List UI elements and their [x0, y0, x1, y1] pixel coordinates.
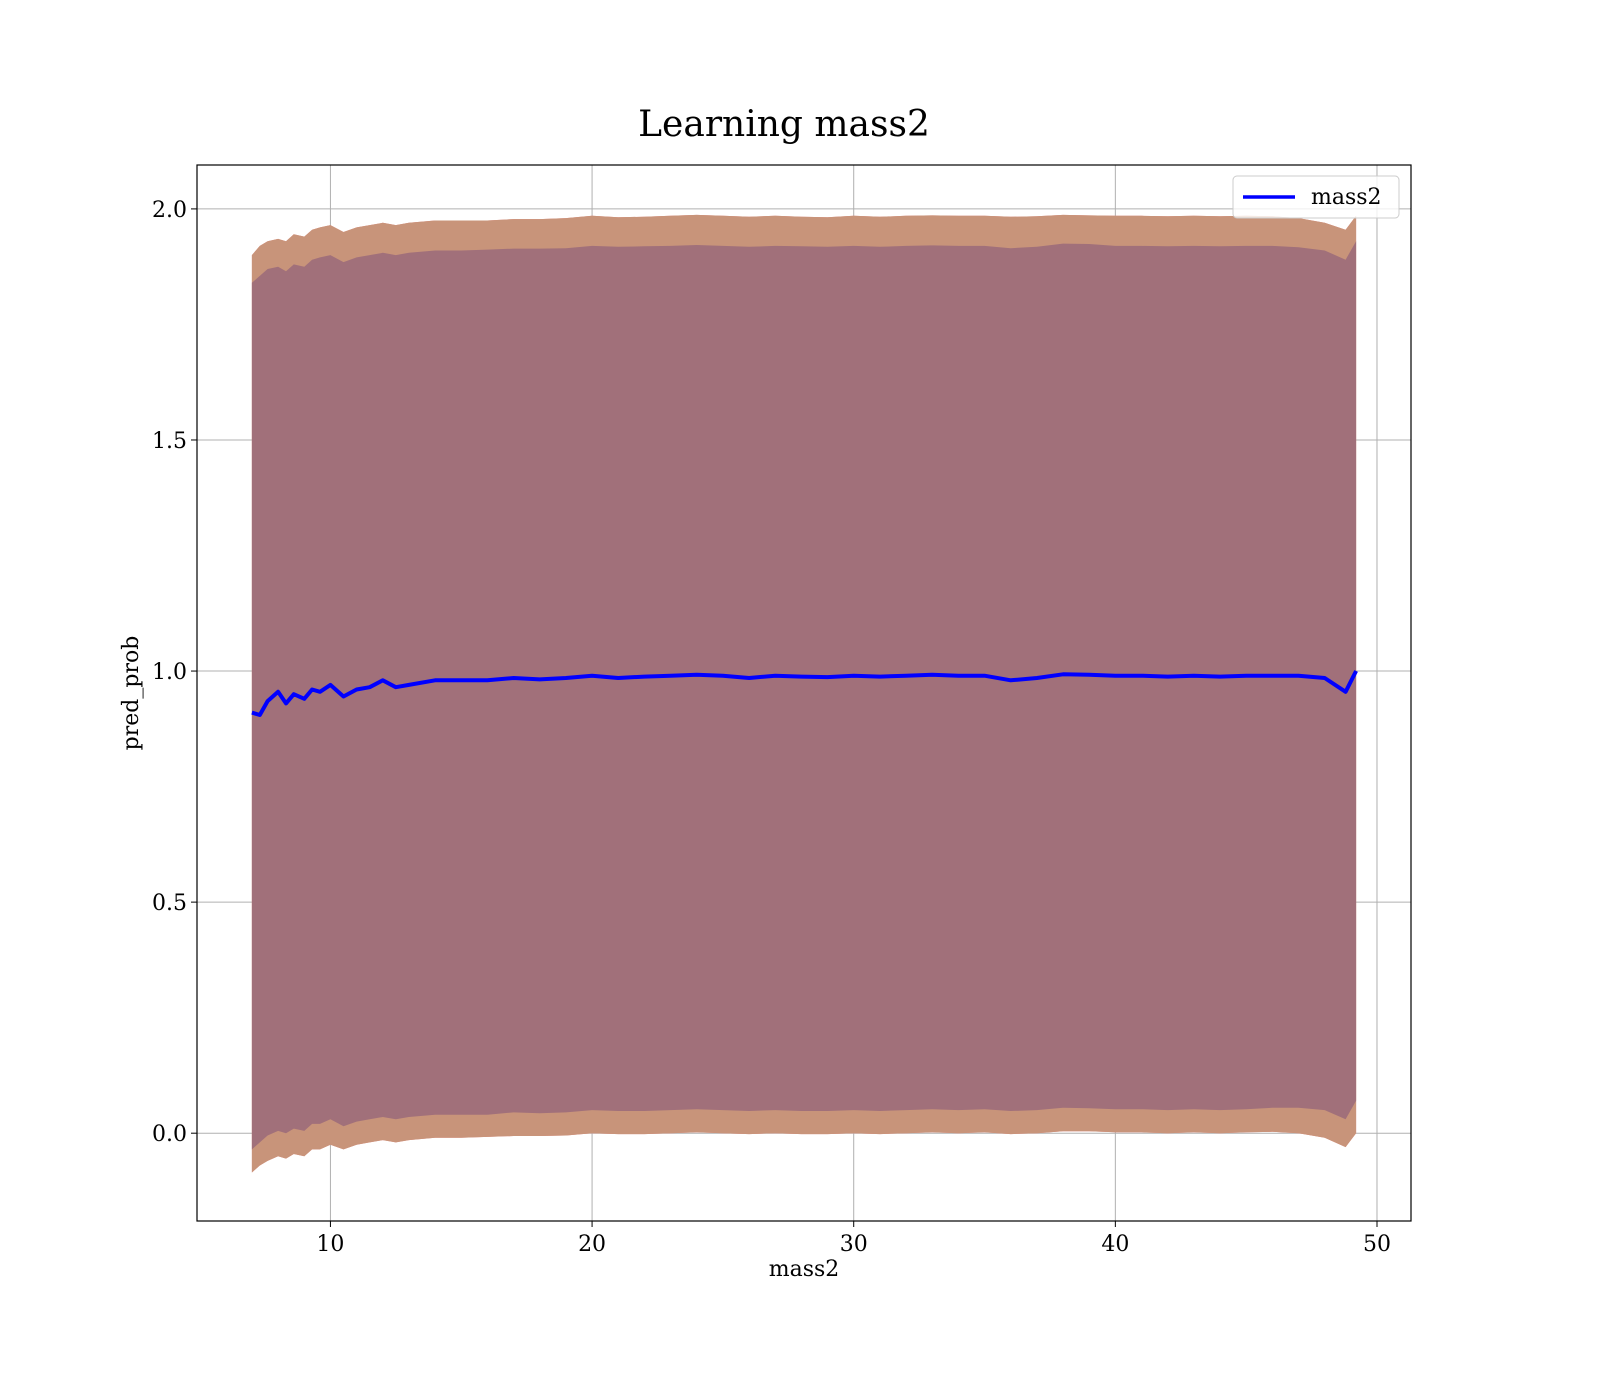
- chart-title: Learning mass2: [638, 104, 930, 145]
- plot-frame: [196, 164, 1412, 1222]
- series-lines: [251, 670, 1358, 717]
- series-line-mass2: [251, 670, 1358, 717]
- y-tick-label-1.0: 1.0: [152, 660, 187, 685]
- y-tick-label-0.5: 0.5: [152, 891, 187, 916]
- x-axis: 10 20 30 40 50: [316, 1221, 1391, 1257]
- x-tick-label-40: 40: [1101, 1232, 1129, 1257]
- x-axis-label: mass2: [769, 1257, 840, 1282]
- y-axis-label: pred_prob: [119, 636, 144, 751]
- x-tick-label-30: 30: [840, 1232, 868, 1257]
- y-tick-label-2.0: 2.0: [152, 198, 187, 223]
- legend: mass2: [1232, 175, 1400, 219]
- legend-label-mass2: mass2: [1311, 185, 1382, 210]
- y-tick-label-1.5: 1.5: [152, 429, 187, 454]
- legend-box: [1232, 175, 1400, 219]
- y-tick-label-0.0: 0.0: [152, 1122, 187, 1147]
- band-inner: [251, 241, 1357, 1150]
- x-tick-label-20: 20: [578, 1232, 606, 1257]
- y-axis: 0.0 0.5 1.0 1.5 2.0: [152, 198, 197, 1147]
- x-tick-label-10: 10: [316, 1232, 344, 1257]
- confidence-bands: [251, 214, 1357, 1173]
- x-tick-label-50: 50: [1363, 1232, 1391, 1257]
